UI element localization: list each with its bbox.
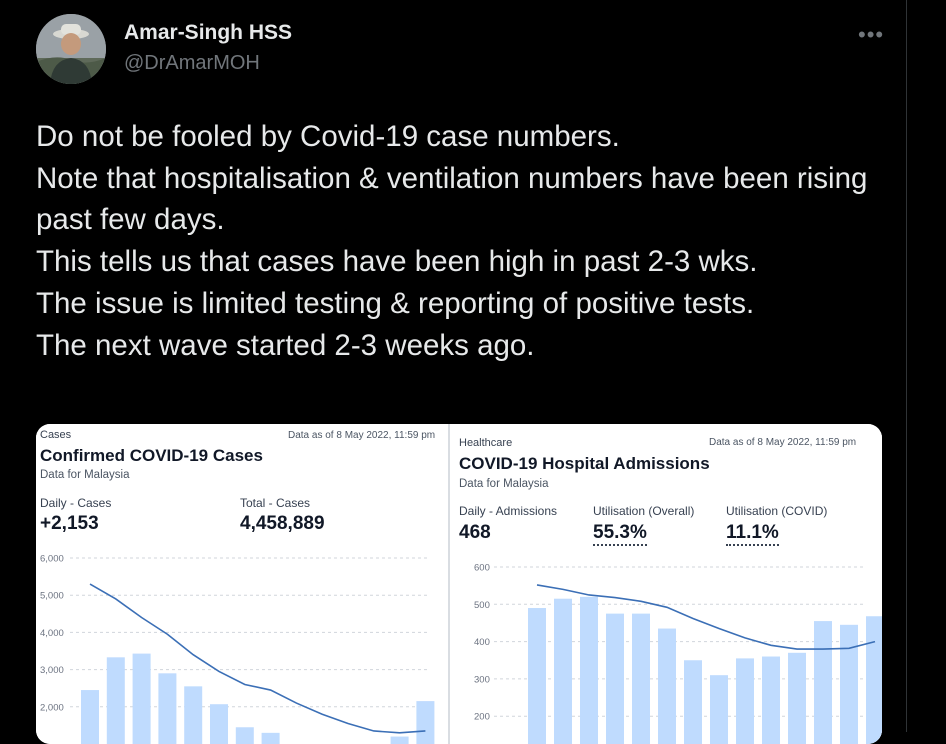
metric-value-total-cases: 4,458,889 bbox=[240, 513, 325, 534]
metric-label-utilisation-covid: Utilisation (COVID) bbox=[726, 504, 828, 518]
cases-kicker: Cases bbox=[40, 429, 72, 441]
trend-line bbox=[89, 583, 426, 734]
bar[interactable] bbox=[658, 628, 676, 744]
y-tick-label: 3,000 bbox=[40, 665, 64, 676]
card-divider bbox=[448, 424, 450, 744]
admissions-title: COVID-19 Hospital Admissions bbox=[459, 454, 710, 473]
y-tick-label: 200 bbox=[474, 712, 490, 723]
y-tick-label: 600 bbox=[474, 563, 490, 574]
bar[interactable] bbox=[81, 690, 99, 744]
author-name[interactable]: Amar-Singh HSS bbox=[124, 21, 293, 44]
bar[interactable] bbox=[684, 660, 702, 744]
metric-label-utilisation-overall: Utilisation (Overall) bbox=[593, 504, 695, 518]
bar[interactable] bbox=[184, 686, 203, 744]
bar[interactable] bbox=[632, 613, 650, 744]
y-tick-label: 500 bbox=[474, 600, 490, 611]
tweet-text: Do not be fooled by Covid-19 case number… bbox=[36, 120, 868, 362]
bar[interactable] bbox=[416, 701, 435, 744]
metric-label-total-cases: Total - Cases bbox=[240, 496, 311, 510]
bar[interactable] bbox=[840, 624, 858, 744]
cases-as-of: Data as of 8 May 2022, 11:59 pm bbox=[288, 430, 436, 441]
bar[interactable] bbox=[580, 596, 598, 744]
y-tick-label: 400 bbox=[474, 637, 490, 648]
y-tick-label: 300 bbox=[474, 674, 490, 685]
admissions-kicker: Healthcare bbox=[459, 437, 513, 449]
bar[interactable] bbox=[261, 732, 280, 744]
bar[interactable] bbox=[736, 658, 754, 744]
bar[interactable] bbox=[814, 621, 832, 744]
bar[interactable] bbox=[606, 613, 624, 744]
y-tick-label: 4,000 bbox=[40, 628, 64, 639]
cases-chart: 2,000 3,000 4,000 5,000 6,000 bbox=[40, 554, 435, 744]
cases-title: Confirmed COVID-19 Cases bbox=[40, 446, 263, 465]
bar[interactable] bbox=[866, 616, 882, 744]
bar[interactable] bbox=[710, 675, 728, 744]
y-tick-label: 6,000 bbox=[40, 554, 64, 565]
author-avatar[interactable] bbox=[36, 14, 106, 84]
y-tick-label: 2,000 bbox=[40, 702, 64, 713]
y-tick-label: 5,000 bbox=[40, 591, 64, 602]
admissions-card: Healthcare Data as of 8 May 2022, 11:59 … bbox=[450, 424, 882, 744]
metric-value-utilisation-overall[interactable]: 55.3% bbox=[593, 522, 647, 546]
avatar-image bbox=[36, 14, 106, 84]
bar[interactable] bbox=[210, 704, 228, 744]
timeline-border bbox=[906, 0, 907, 732]
admissions-subtitle: Data for Malaysia bbox=[459, 478, 549, 490]
more-options-icon[interactable]: ••• bbox=[858, 22, 885, 47]
bar[interactable] bbox=[132, 653, 151, 744]
author-handle[interactable]: @DrAmarMOH bbox=[124, 52, 260, 74]
bar[interactable] bbox=[235, 727, 254, 744]
bar[interactable] bbox=[158, 673, 177, 744]
bar[interactable] bbox=[528, 608, 546, 744]
cases-subtitle: Data for Malaysia bbox=[40, 469, 130, 481]
bar[interactable] bbox=[762, 656, 780, 744]
metric-value-utilisation-covid[interactable]: 11.1% bbox=[726, 522, 779, 546]
admissions-chart: 200 300 400 500 600 bbox=[474, 563, 882, 744]
trend-line bbox=[536, 584, 876, 650]
metric-label-daily-cases: Daily - Cases bbox=[40, 496, 112, 510]
tweet-media[interactable]: Cases Data as of 8 May 2022, 11:59 pm Co… bbox=[36, 424, 882, 744]
metric-label-daily-admissions: Daily - Admissions bbox=[459, 504, 558, 518]
bar[interactable] bbox=[106, 657, 125, 744]
metric-value-daily-admissions: 468 bbox=[459, 522, 491, 543]
cases-card: Cases Data as of 8 May 2022, 11:59 pm Co… bbox=[36, 424, 448, 744]
metric-value-daily-cases: +2,153 bbox=[40, 513, 99, 534]
admissions-as-of: Data as of 8 May 2022, 11:59 pm bbox=[709, 437, 857, 448]
bar[interactable] bbox=[554, 598, 572, 744]
bar[interactable] bbox=[390, 736, 409, 744]
bar[interactable] bbox=[788, 652, 806, 744]
